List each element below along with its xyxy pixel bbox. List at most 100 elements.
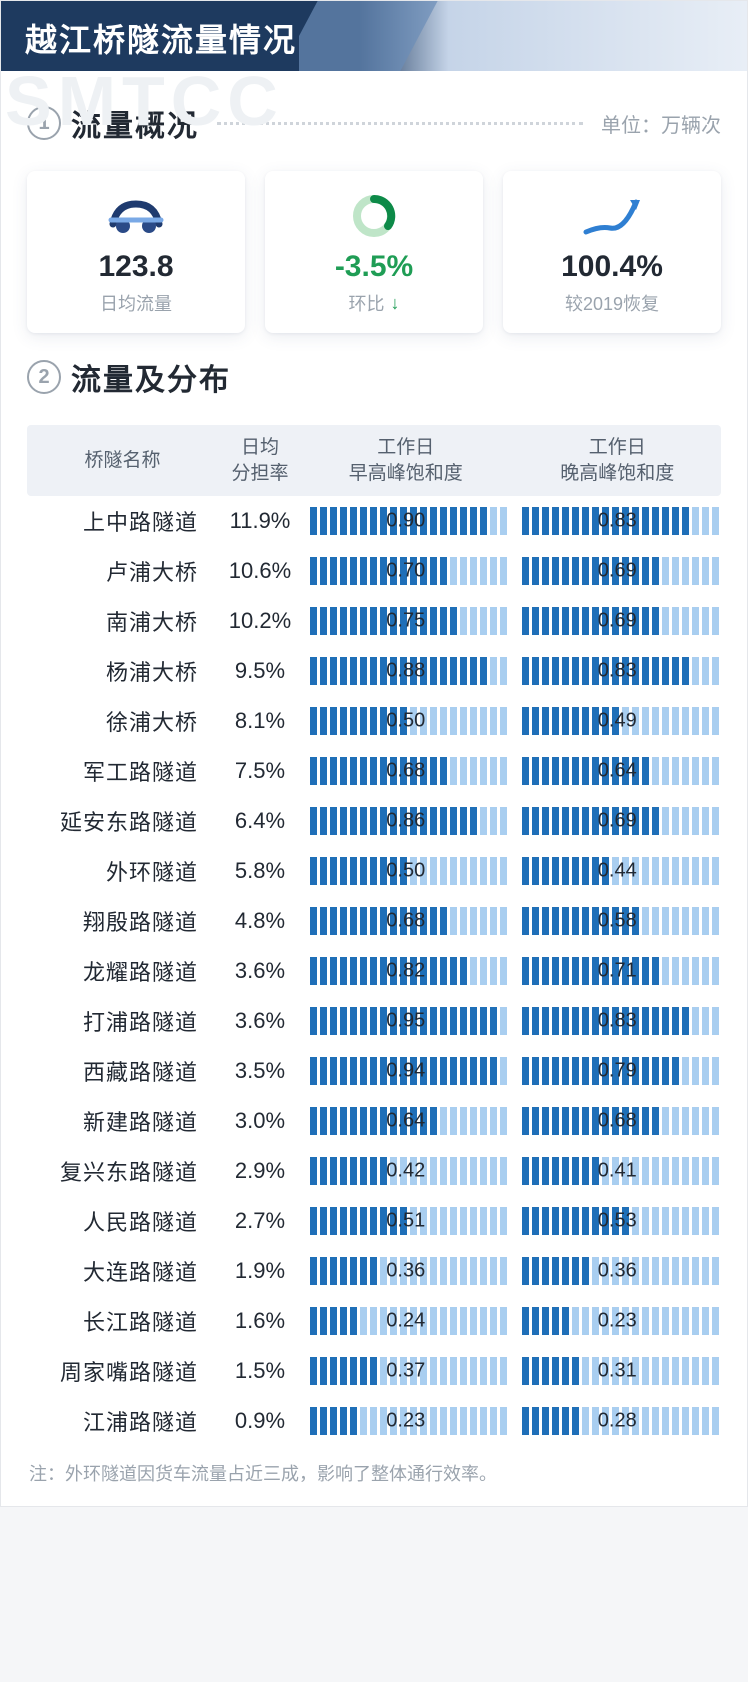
table-body: 上中路隧道11.9%0.900.83卢浦大桥10.6%0.700.69南浦大桥1… [27, 496, 721, 1446]
header-banner: 越江桥隧流量情况 [1, 1, 747, 71]
saturation-value: 0.79 [590, 1060, 645, 1083]
saturation-bar: 0.31 [522, 1355, 714, 1387]
cell-name: 新建路隧道 [35, 1105, 210, 1137]
saturation-value: 0.68 [590, 1110, 645, 1133]
table-row: 卢浦大桥10.6%0.700.69 [27, 546, 721, 596]
saturation-value: 0.23 [378, 1410, 433, 1433]
saturation-bar: 0.79 [522, 1055, 714, 1087]
cell-name: 卢浦大桥 [35, 555, 210, 587]
th-morning: 工作日 早高峰饱和度 [310, 435, 502, 486]
down-arrow-icon: ↓ [391, 293, 400, 314]
saturation-bar: 0.68 [310, 905, 502, 937]
saturation-bar: 0.53 [522, 1205, 714, 1237]
table-row: 外环隧道5.8%0.500.44 [27, 846, 721, 896]
cell-name: 西藏路隧道 [35, 1055, 210, 1087]
saturation-bar: 0.95 [310, 1005, 502, 1037]
saturation-value: 0.28 [590, 1410, 645, 1433]
saturation-value: 0.69 [590, 560, 645, 583]
saturation-value: 0.69 [590, 610, 645, 633]
cell-name: 南浦大桥 [35, 605, 210, 637]
cell-name: 江浦路隧道 [35, 1405, 210, 1437]
kpi-recov-label: 较2019恢复 [565, 290, 659, 316]
cell-rate: 2.9% [210, 1158, 310, 1184]
kpi-recov-value: 100.4% [561, 250, 663, 284]
saturation-bar: 0.44 [522, 855, 714, 887]
saturation-value: 0.31 [590, 1360, 645, 1383]
kpi-card-recovery: 100.4% 较2019恢复 [503, 171, 721, 333]
cell-name: 翔殷路隧道 [35, 905, 210, 937]
section-1-title: 流量概况 [71, 101, 199, 145]
saturation-bar: 0.23 [522, 1305, 714, 1337]
table-row: 大连路隧道1.9%0.360.36 [27, 1246, 721, 1296]
table-row: 上中路隧道11.9%0.900.83 [27, 496, 721, 546]
saturation-value: 0.41 [590, 1160, 645, 1183]
cell-name: 复兴东路隧道 [35, 1155, 210, 1187]
saturation-bar: 0.90 [310, 505, 502, 537]
saturation-value: 0.82 [378, 960, 433, 983]
saturation-value: 0.64 [378, 1110, 433, 1133]
saturation-value: 0.51 [378, 1210, 433, 1233]
unit-label: 单位：万辆次 [601, 109, 721, 138]
cell-rate: 7.5% [210, 758, 310, 784]
kpi-daily-value: 123.8 [98, 250, 173, 284]
cell-name: 延安东路隧道 [35, 805, 210, 837]
saturation-bar: 0.36 [522, 1255, 714, 1287]
table: 桥隧名称 日均 分担率 工作日 早高峰饱和度 工作日 晚高峰饱和度 上中路隧道1… [27, 425, 721, 1446]
saturation-bar: 0.28 [522, 1405, 714, 1437]
table-row: 徐浦大桥8.1%0.500.49 [27, 696, 721, 746]
cell-name: 上中路隧道 [35, 505, 210, 537]
cell-rate: 3.6% [210, 958, 310, 984]
section-2-number-icon: 2 [27, 360, 61, 394]
cell-name: 军工路隧道 [35, 755, 210, 787]
saturation-bar: 0.41 [522, 1155, 714, 1187]
cell-rate: 5.8% [210, 858, 310, 884]
cell-rate: 3.6% [210, 1008, 310, 1034]
th-name: 桥隧名称 [35, 448, 210, 474]
saturation-value: 0.53 [590, 1210, 645, 1233]
saturation-bar: 0.58 [522, 905, 714, 937]
cell-rate: 6.4% [210, 808, 310, 834]
saturation-value: 0.70 [378, 560, 433, 583]
table-row: 延安东路隧道6.4%0.860.69 [27, 796, 721, 846]
cell-rate: 3.5% [210, 1058, 310, 1084]
saturation-bar: 0.82 [310, 955, 502, 987]
saturation-bar: 0.88 [310, 655, 502, 687]
table-row: 翔殷路隧道4.8%0.68 0.58 [27, 896, 721, 946]
table-header: 桥隧名称 日均 分担率 工作日 早高峰饱和度 工作日 晚高峰饱和度 [27, 425, 721, 496]
saturation-bar: 0.69 [522, 805, 714, 837]
saturation-bar: 0.49 [522, 705, 714, 737]
cell-rate: 3.0% [210, 1108, 310, 1134]
saturation-value: 0.44 [590, 860, 645, 883]
saturation-bar: 0.94 [310, 1055, 502, 1087]
cell-rate: 10.2% [210, 608, 310, 634]
saturation-value: 0.50 [378, 860, 433, 883]
cell-rate: 8.1% [210, 708, 310, 734]
saturation-value: 0.94 [378, 1060, 433, 1083]
saturation-bar: 0.64 [310, 1105, 502, 1137]
saturation-bar: 0.42 [310, 1155, 502, 1187]
kpi-row: 123.8 日均流量 -3.5% 环比 ↓ [27, 171, 721, 333]
saturation-value: 0.95 [378, 1010, 433, 1033]
table-row: 江浦路隧道0.9% 0.23 0.28 [27, 1396, 721, 1446]
cell-rate: 11.9% [210, 508, 310, 534]
kpi-daily-label: 日均流量 [100, 290, 172, 316]
saturation-bar: 0.36 [310, 1255, 502, 1287]
saturation-bar: 0.70 [310, 555, 502, 587]
th-rate: 日均 分担率 [210, 435, 310, 486]
infographic-root: 越江桥隧流量情况 SMTCC 1 流量概况 单位：万辆次 123.8 [0, 0, 748, 1507]
cell-rate: 4.8% [210, 908, 310, 934]
cell-rate: 1.9% [210, 1258, 310, 1284]
section-1-head: 1 流量概况 单位：万辆次 [27, 93, 721, 153]
table-row: 长江路隧道1.6%0.240.23 [27, 1296, 721, 1346]
saturation-bar: 0.83 [522, 655, 714, 687]
cell-name: 打浦路隧道 [35, 1005, 210, 1037]
cell-rate: 0.9% [210, 1408, 310, 1434]
cell-name: 杨浦大桥 [35, 655, 210, 687]
saturation-bar: 0.37 [310, 1355, 502, 1387]
kpi-mom-label: 环比 ↓ [349, 290, 400, 316]
table-row: 南浦大桥10.2%0.750.69 [27, 596, 721, 646]
divider-icon [217, 122, 583, 125]
saturation-bar: 0.69 [522, 555, 714, 587]
saturation-bar: 0.23 [310, 1405, 502, 1437]
table-row: 周家嘴路隧道1.5%0.370.31 [27, 1346, 721, 1396]
